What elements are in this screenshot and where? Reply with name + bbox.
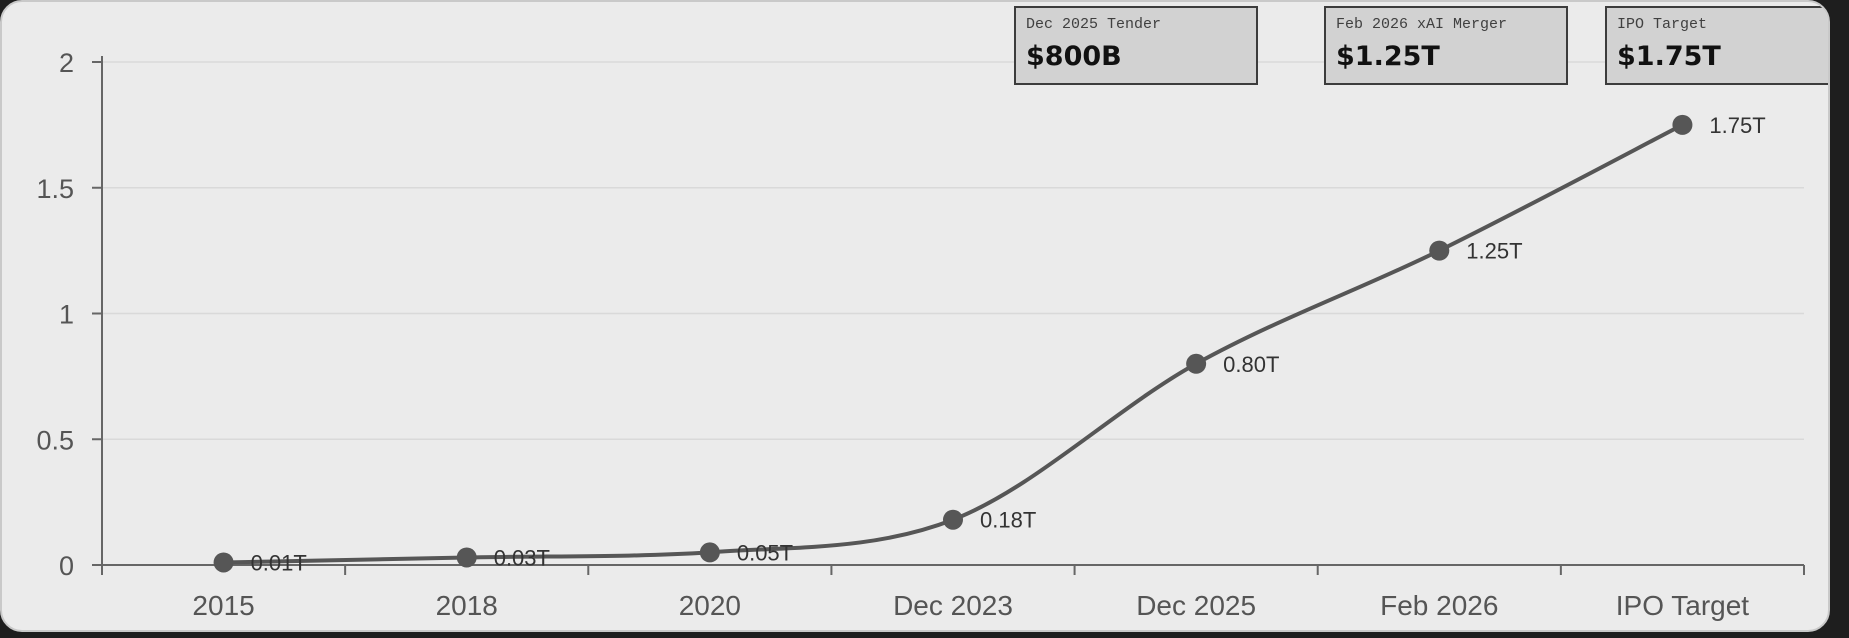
- line-chart: 0 0.5 1 1.5 2 2015 2018 2020 Dec 2023 Dec 2025 Fe…: [36, 48, 1805, 621]
- data-point: [1672, 114, 1693, 135]
- x-axis-ticks: 2015 2018 2020 Dec 2023 Dec 2025 Feb 2026 IPO …: [101, 565, 1805, 621]
- data-point: [699, 542, 720, 563]
- x-tick-label: Dec 2025: [1136, 590, 1256, 621]
- data-point: [213, 552, 234, 573]
- data-label: 0.03T: [494, 545, 550, 570]
- card-value: $1.25T: [1336, 41, 1440, 72]
- card-label: IPO Target: [1617, 16, 1708, 33]
- y-axis-ticks: 0 0.5 1 1.5 2: [36, 48, 102, 581]
- data-point: [456, 547, 477, 568]
- data-point: [1429, 240, 1450, 261]
- card-label: Feb 2026 xAI Merger: [1336, 16, 1508, 33]
- y-tick-label: 2: [59, 48, 74, 78]
- x-tick-label: 2018: [436, 590, 498, 621]
- gridlines: [102, 61, 1804, 440]
- data-labels: 0.01T 0.03T 0.05T 0.18T 0.80T 1.25T 1.75T: [251, 113, 1766, 576]
- data-points: [213, 114, 1693, 573]
- data-point: [943, 509, 963, 530]
- x-tick-label: 2020: [679, 590, 741, 621]
- series-line: [223, 123, 1684, 565]
- card-feb-2026-xai-merger: Feb 2026 xAI Merger $1.25T: [1324, 6, 1568, 85]
- data-label: 1.25T: [1466, 239, 1522, 264]
- card-value: $800B: [1026, 41, 1122, 72]
- card-label: Dec 2025 Tender: [1026, 16, 1162, 33]
- card-value: $1.75T: [1617, 41, 1721, 72]
- x-tick-label: Feb 2026: [1380, 590, 1498, 621]
- data-label: 0.18T: [980, 508, 1036, 533]
- x-tick-label: IPO Target: [1616, 590, 1750, 621]
- axes: [101, 56, 1804, 566]
- y-tick-label: 1: [59, 300, 74, 330]
- card-dec-2025-tender: Dec 2025 Tender $800B: [1014, 6, 1258, 85]
- data-label: 1.75T: [1709, 113, 1765, 138]
- x-tick-label: 2015: [192, 590, 254, 621]
- x-tick-label: Dec 2023: [893, 590, 1013, 621]
- y-tick-label: 0.5: [36, 425, 74, 455]
- card-ipo-target: IPO Target $1.75T: [1605, 6, 1828, 85]
- data-point: [1186, 353, 1207, 374]
- data-label: 0.80T: [1223, 352, 1279, 377]
- y-tick-label: 1.5: [36, 174, 74, 204]
- data-label: 0.01T: [251, 550, 307, 575]
- data-label: 0.05T: [737, 540, 793, 565]
- y-tick-label: 0: [59, 551, 74, 581]
